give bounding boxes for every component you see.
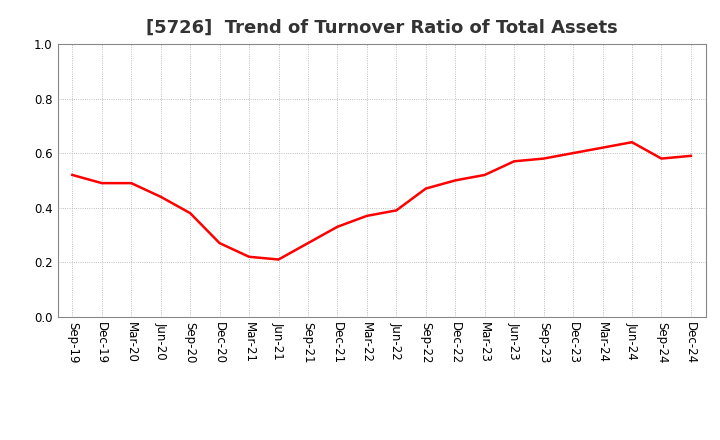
Title: [5726]  Trend of Turnover Ratio of Total Assets: [5726] Trend of Turnover Ratio of Total … [145, 19, 618, 37]
